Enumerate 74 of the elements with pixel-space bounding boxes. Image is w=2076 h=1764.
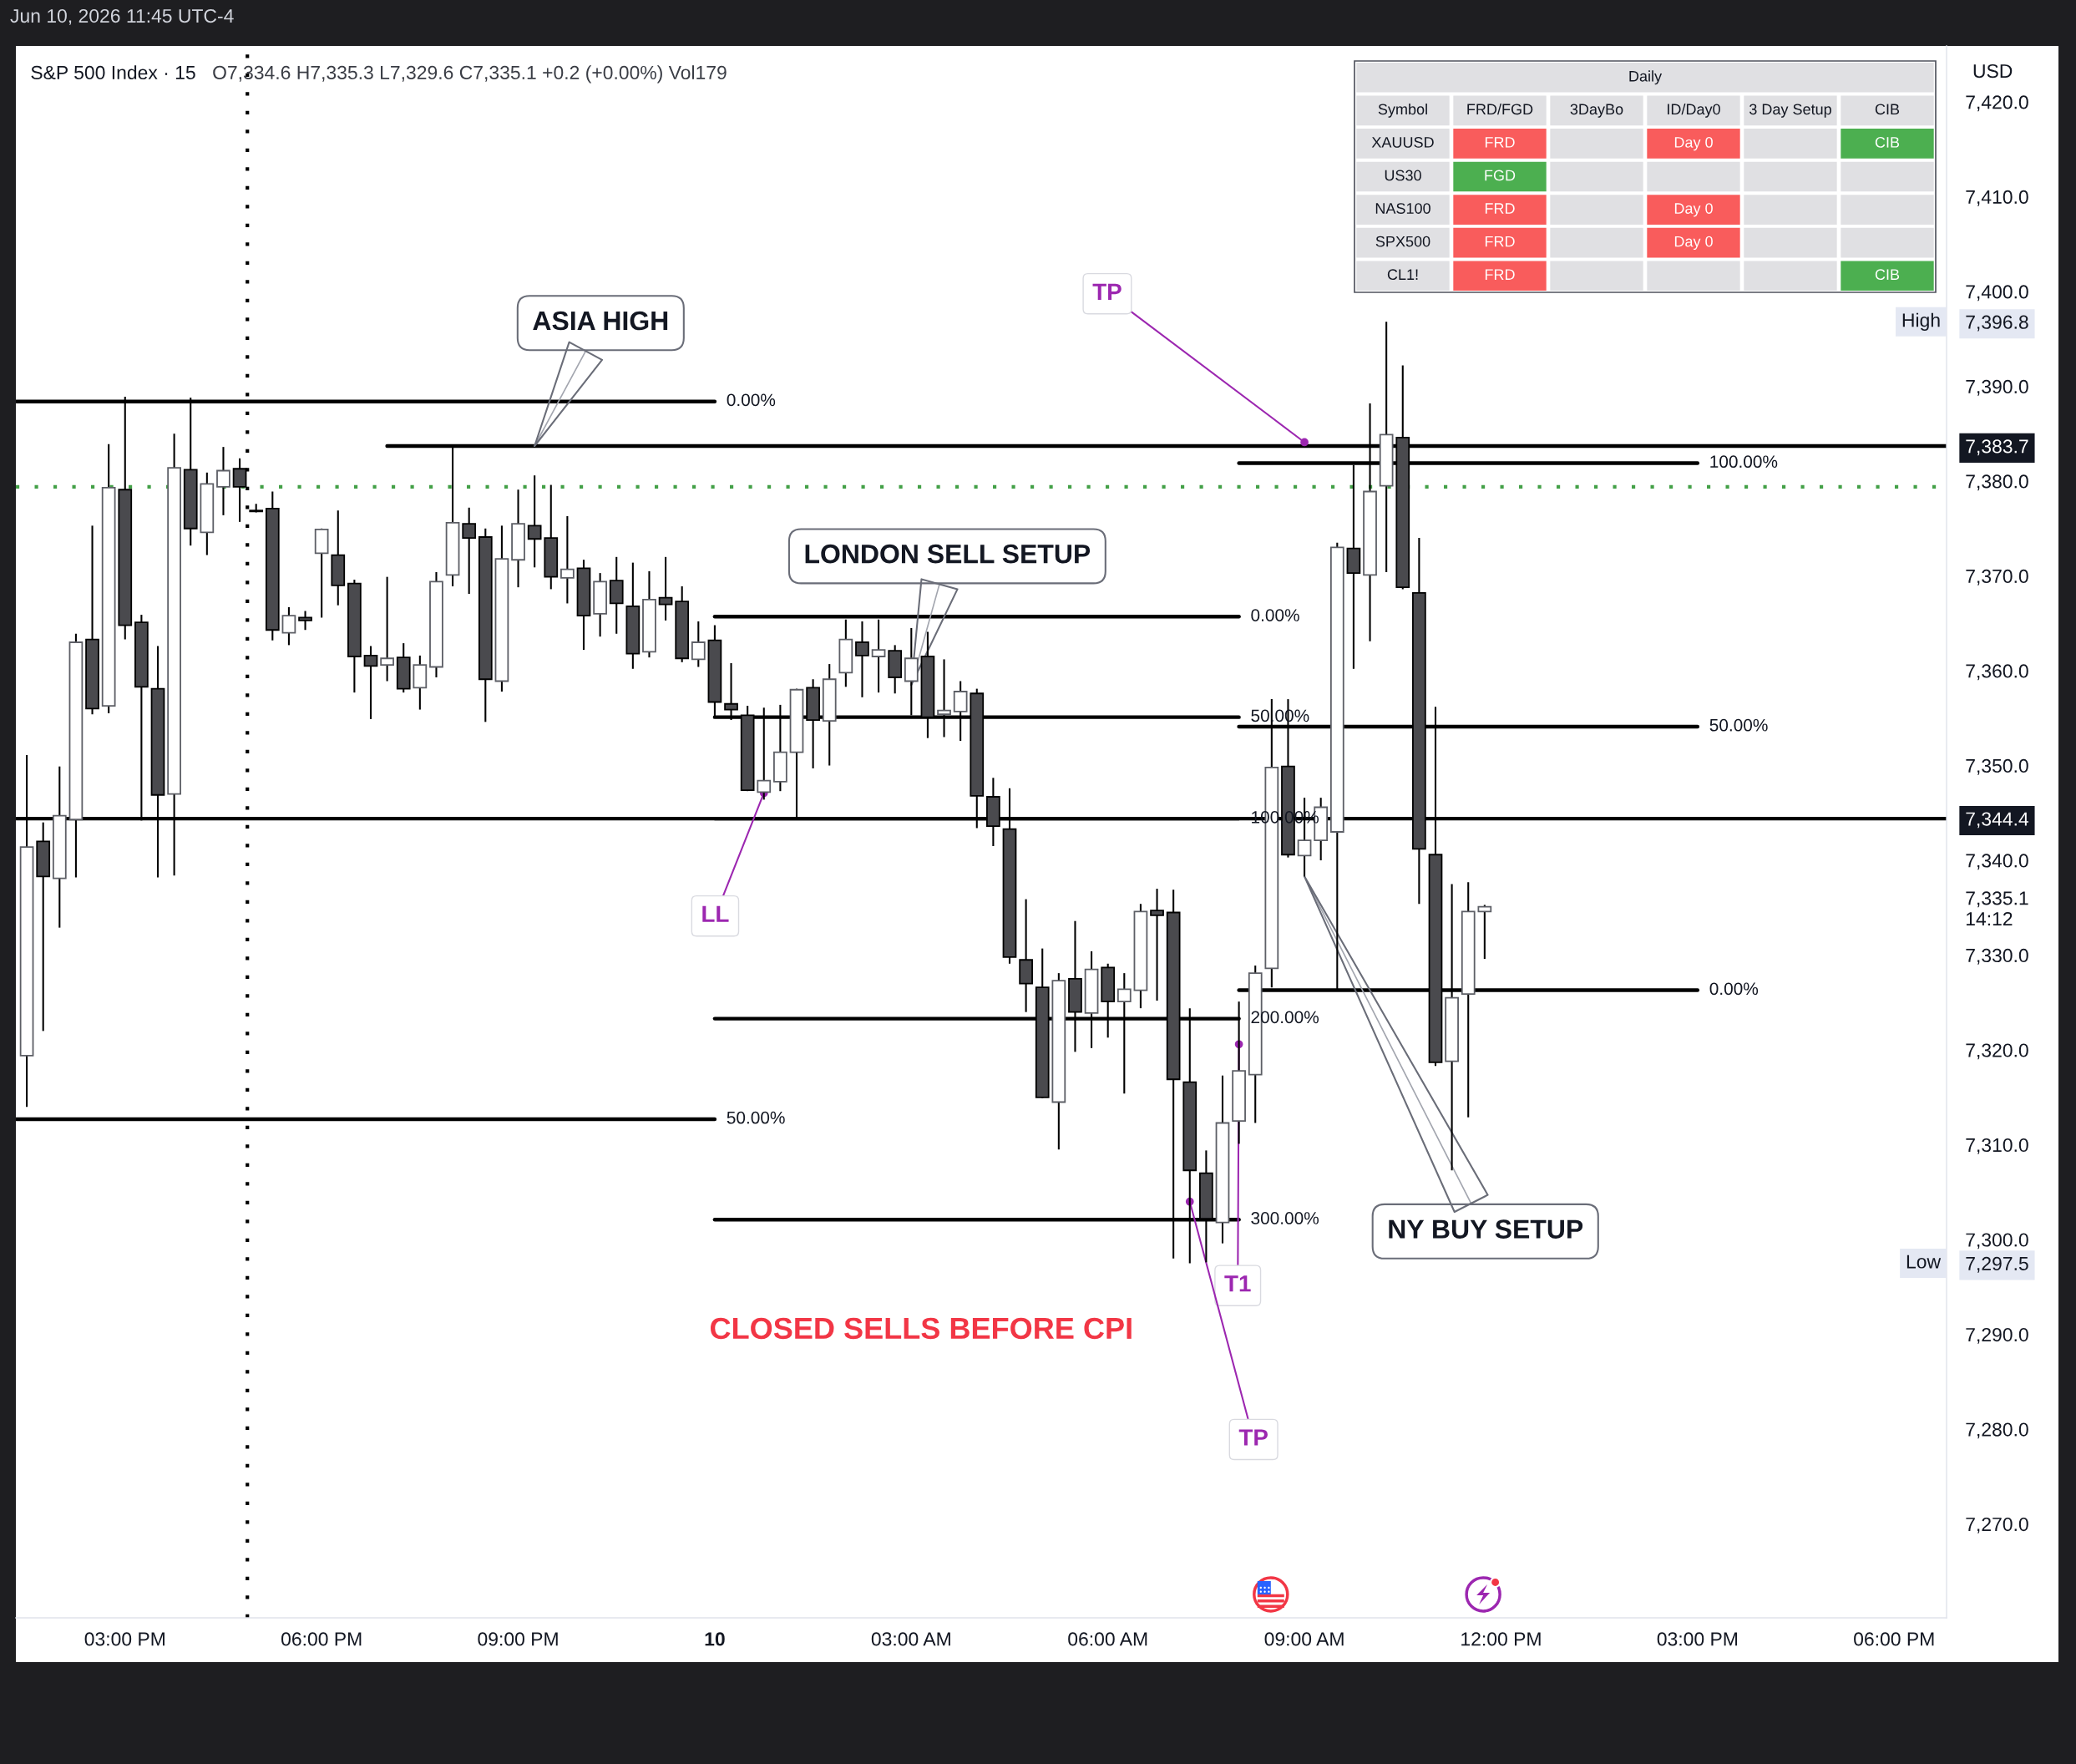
y-tick-label: 7,280.0 bbox=[1966, 1422, 2028, 1439]
text: FRD bbox=[1485, 203, 1515, 214]
text: O7,334.6 H7,335.3 L7,329.6 C7,335.1 +0.2 (+0.00%) Vol179 bbox=[213, 65, 727, 84]
annotation: 50.00% bbox=[1709, 718, 1768, 732]
category-label: ID/Day0 bbox=[1668, 103, 1720, 118]
category-label: 3DayBo bbox=[1570, 104, 1623, 118]
text: Daily bbox=[1629, 70, 1663, 85]
text: CIB bbox=[1875, 136, 1900, 148]
text: Day 0 bbox=[1674, 203, 1713, 217]
y-tick-label: 7,330.0 bbox=[1966, 948, 2028, 965]
annotation: 0.00% bbox=[727, 393, 776, 407]
y-tick-label: 7,370.0 bbox=[1966, 569, 2028, 585]
y-tick-label: 7,383.7 bbox=[1966, 439, 2028, 456]
y-tick-label: 7,320.0 bbox=[1966, 1043, 2028, 1060]
annotation: 300.00% bbox=[1251, 1212, 1319, 1224]
y-tick-label: 7,300.0 bbox=[1966, 1233, 2028, 1250]
annotation: 0.00% bbox=[1709, 982, 1759, 996]
text: NAS100 bbox=[1375, 203, 1430, 214]
text: S&P 500 Index · 15 bbox=[31, 65, 195, 80]
text: XAUUSD bbox=[1371, 136, 1434, 148]
x-tick-label: 09:00 PM bbox=[478, 1632, 558, 1646]
annotation: 50.00% bbox=[727, 1111, 785, 1124]
x-tick-label: 03:00 AM bbox=[871, 1632, 950, 1646]
y-tick-label: 7,335.1 14:12 bbox=[1966, 891, 2028, 925]
annotation: LONDON SELL SETUP bbox=[805, 544, 1091, 564]
y-tick-label: 7,350.0 bbox=[1966, 758, 2028, 775]
y-tick-label: 7,297.5 bbox=[1966, 1256, 2028, 1273]
annotation: LL bbox=[702, 905, 729, 922]
x-tick-label: 06:00 PM bbox=[281, 1632, 362, 1646]
annotation: Low bbox=[1906, 1255, 1942, 1269]
text: Jun 10, 2026 11:45 UTC-4 bbox=[10, 8, 234, 25]
y-tick-label: 7,360.0 bbox=[1966, 664, 2028, 681]
y-tick-label: 7,420.0 bbox=[1966, 95, 2028, 112]
category-label: 3 Day Setup bbox=[1749, 104, 1831, 118]
x-tick-label: 06:00 PM bbox=[1854, 1632, 1934, 1646]
annotation: TP bbox=[1092, 283, 1122, 300]
category-label: Symbol bbox=[1378, 103, 1427, 118]
category-label: FRD/FGD bbox=[1467, 103, 1533, 115]
y-tick-label: 7,340.0 bbox=[1966, 854, 2028, 870]
x-tick-label: 06:00 AM bbox=[1068, 1632, 1147, 1646]
y-tick-label: 7,390.0 bbox=[1966, 379, 2028, 396]
text: FRD bbox=[1485, 137, 1515, 148]
annotation: CLOSED SELLS BEFORE CPI bbox=[711, 1317, 1132, 1340]
annotation: TP bbox=[1238, 1429, 1268, 1446]
y-tick-label: 7,396.8 bbox=[1966, 315, 2028, 332]
y-tick-label: 7,344.4 bbox=[1966, 812, 2029, 829]
y-tick-label: 7,290.0 bbox=[1966, 1327, 2028, 1344]
x-tick-label: 03:00 PM bbox=[84, 1632, 165, 1646]
x-tick-label: 09:00 AM bbox=[1264, 1632, 1344, 1646]
text: Day 0 bbox=[1674, 136, 1713, 151]
y-tick-label: 7,380.0 bbox=[1966, 474, 2028, 491]
x-tick-label: 10 bbox=[705, 1632, 725, 1646]
annotation: High bbox=[1902, 312, 1940, 331]
text: CIB bbox=[1875, 269, 1900, 281]
text: FGD bbox=[1485, 170, 1516, 181]
text: US30 bbox=[1385, 170, 1421, 181]
y-tick-label: 7,270.0 bbox=[1966, 1517, 2028, 1533]
annotation: 0.00% bbox=[1251, 609, 1299, 621]
annotation: T1 bbox=[1224, 1275, 1251, 1292]
annotation: ASIA HIGH bbox=[533, 311, 668, 331]
y-axis-title: USD bbox=[1973, 63, 2013, 79]
text: FRD bbox=[1485, 269, 1515, 280]
x-tick-label: 12:00 PM bbox=[1461, 1632, 1541, 1646]
text: CL1! bbox=[1387, 269, 1418, 281]
annotation: NY BUY SETUP bbox=[1389, 1219, 1583, 1239]
text: SPX500 bbox=[1375, 236, 1430, 247]
y-tick-label: 7,400.0 bbox=[1966, 285, 2028, 302]
text: Day 0 bbox=[1674, 236, 1713, 251]
x-tick-label: 03:00 PM bbox=[1657, 1632, 1738, 1646]
y-tick-label: 7,410.0 bbox=[1966, 190, 2028, 206]
category-label: CIB bbox=[1875, 104, 1900, 115]
annotation: 100.00% bbox=[1710, 455, 1778, 469]
y-tick-label: 7,310.0 bbox=[1966, 1138, 2028, 1154]
text: FRD bbox=[1485, 236, 1515, 247]
